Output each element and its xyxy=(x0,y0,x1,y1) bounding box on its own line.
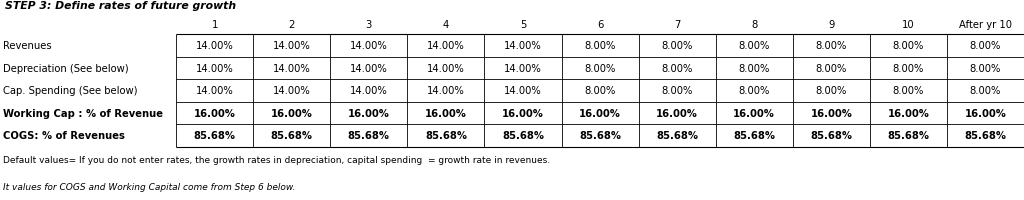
Text: 85.68%: 85.68% xyxy=(270,131,312,141)
Text: 14.00%: 14.00% xyxy=(350,64,388,74)
Text: Cap. Spending (See below): Cap. Spending (See below) xyxy=(3,86,137,96)
Text: 16.00%: 16.00% xyxy=(270,108,312,118)
Text: 14.00%: 14.00% xyxy=(350,86,388,96)
Text: 8: 8 xyxy=(751,20,758,30)
Text: 14.00%: 14.00% xyxy=(272,86,310,96)
Text: 85.68%: 85.68% xyxy=(579,131,622,141)
Text: 8.00%: 8.00% xyxy=(585,41,615,51)
Text: 7: 7 xyxy=(674,20,680,30)
Text: Depreciation (See below): Depreciation (See below) xyxy=(3,64,129,74)
Text: 85.68%: 85.68% xyxy=(425,131,467,141)
Text: 14.00%: 14.00% xyxy=(427,41,465,51)
Text: 85.68%: 85.68% xyxy=(502,131,544,141)
Text: After yr 10: After yr 10 xyxy=(958,20,1012,30)
Text: 8.00%: 8.00% xyxy=(585,86,615,96)
Text: 16.00%: 16.00% xyxy=(348,108,390,118)
Text: 14.00%: 14.00% xyxy=(504,64,542,74)
Text: 85.68%: 85.68% xyxy=(965,131,1007,141)
Text: 85.68%: 85.68% xyxy=(810,131,852,141)
Text: 2: 2 xyxy=(289,20,295,30)
Text: 14.00%: 14.00% xyxy=(196,64,233,74)
Text: 8.00%: 8.00% xyxy=(662,41,693,51)
Text: 14.00%: 14.00% xyxy=(272,41,310,51)
Text: 8.00%: 8.00% xyxy=(815,41,847,51)
Text: 14.00%: 14.00% xyxy=(427,86,465,96)
Text: 8.00%: 8.00% xyxy=(893,64,924,74)
Text: 6: 6 xyxy=(597,20,603,30)
Text: 85.68%: 85.68% xyxy=(194,131,236,141)
Text: 16.00%: 16.00% xyxy=(965,108,1007,118)
Text: 8.00%: 8.00% xyxy=(970,64,1001,74)
Text: 9: 9 xyxy=(828,20,835,30)
Text: 14.00%: 14.00% xyxy=(350,41,388,51)
Text: 14.00%: 14.00% xyxy=(196,86,233,96)
Text: 16.00%: 16.00% xyxy=(656,108,698,118)
Text: Default values= If you do not enter rates, the growth rates in depreciation, cap: Default values= If you do not enter rate… xyxy=(3,155,550,164)
Text: 16.00%: 16.00% xyxy=(810,108,852,118)
Text: 14.00%: 14.00% xyxy=(427,64,465,74)
Text: 8.00%: 8.00% xyxy=(662,86,693,96)
Text: STEP 3: Define rates of future growth: STEP 3: Define rates of future growth xyxy=(5,1,237,11)
Text: 14.00%: 14.00% xyxy=(272,64,310,74)
Text: 14.00%: 14.00% xyxy=(504,86,542,96)
Text: 8.00%: 8.00% xyxy=(893,86,924,96)
Text: Working Cap : % of Revenue: Working Cap : % of Revenue xyxy=(3,108,163,118)
Text: 85.68%: 85.68% xyxy=(888,131,930,141)
Text: 14.00%: 14.00% xyxy=(196,41,233,51)
Text: 16.00%: 16.00% xyxy=(194,108,236,118)
Text: 16.00%: 16.00% xyxy=(580,108,621,118)
Text: 85.68%: 85.68% xyxy=(348,131,390,141)
Text: 8.00%: 8.00% xyxy=(815,86,847,96)
Text: 4: 4 xyxy=(442,20,450,30)
Text: It values for COGS and Working Capital come from Step 6 below.: It values for COGS and Working Capital c… xyxy=(3,182,296,191)
Text: 14.00%: 14.00% xyxy=(504,41,542,51)
Text: 5: 5 xyxy=(520,20,526,30)
Text: 16.00%: 16.00% xyxy=(425,108,467,118)
Text: 8.00%: 8.00% xyxy=(585,64,615,74)
Text: 16.00%: 16.00% xyxy=(888,108,930,118)
Text: 8.00%: 8.00% xyxy=(738,64,770,74)
Text: 1: 1 xyxy=(212,20,218,30)
Text: 85.68%: 85.68% xyxy=(733,131,775,141)
Text: 16.00%: 16.00% xyxy=(733,108,775,118)
Text: 85.68%: 85.68% xyxy=(656,131,698,141)
Text: COGS: % of Revenues: COGS: % of Revenues xyxy=(3,131,125,141)
Text: 8.00%: 8.00% xyxy=(893,41,924,51)
Text: 8.00%: 8.00% xyxy=(738,41,770,51)
Text: 3: 3 xyxy=(366,20,372,30)
Text: 8.00%: 8.00% xyxy=(970,41,1001,51)
Text: 8.00%: 8.00% xyxy=(815,64,847,74)
Text: 8.00%: 8.00% xyxy=(738,86,770,96)
Text: Revenues: Revenues xyxy=(3,41,51,51)
Text: 16.00%: 16.00% xyxy=(502,108,544,118)
Text: 8.00%: 8.00% xyxy=(662,64,693,74)
Text: 8.00%: 8.00% xyxy=(970,86,1001,96)
Text: 10: 10 xyxy=(902,20,914,30)
